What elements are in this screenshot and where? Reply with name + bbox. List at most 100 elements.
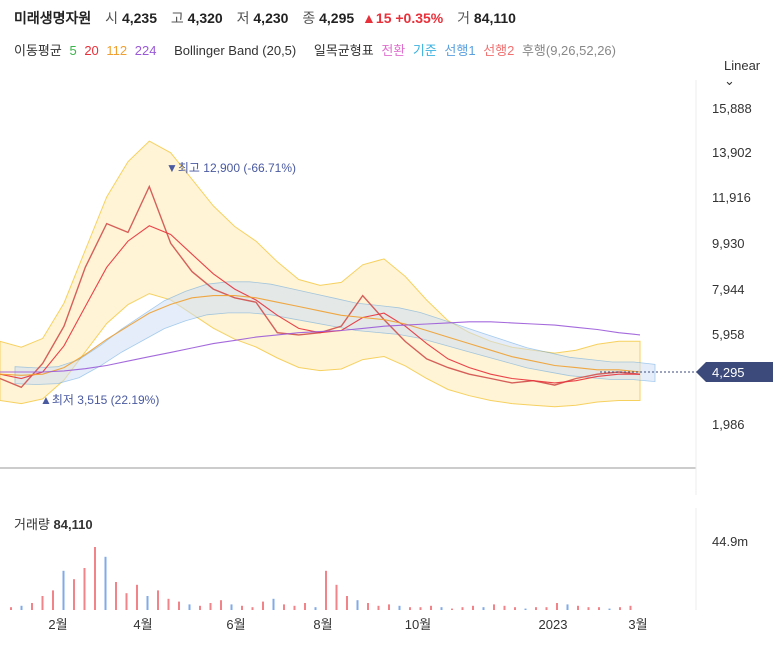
close-value: 4,295 — [319, 10, 355, 26]
price-tick-label: 11,916 — [712, 190, 751, 205]
volume-bar — [346, 596, 348, 610]
volume-bar — [440, 607, 443, 610]
volume-bar — [209, 603, 212, 610]
volume-bar — [419, 607, 422, 610]
volume-bar — [31, 603, 33, 610]
ichimoku-cloud — [14, 281, 656, 385]
price-tick-label: 1,986 — [712, 417, 745, 432]
volume-bar — [73, 579, 75, 610]
min-annotation: ▲최저 3,515 (22.19%) — [40, 393, 159, 407]
volume-bar — [556, 603, 558, 610]
ma112-label[interactable]: 112 — [106, 43, 128, 58]
volume-bar — [409, 607, 411, 610]
low-value: 4,230 — [253, 10, 289, 26]
volume-bar — [167, 598, 170, 610]
ma224-label[interactable]: 224 — [134, 43, 157, 58]
indicator-legend: 이동평균 5 20 112 224 Bollinger Band (20,5) … — [14, 40, 620, 59]
volume-bar — [566, 604, 569, 610]
close-label: 종 — [302, 10, 316, 26]
volume-bar — [461, 607, 464, 610]
ma20-label[interactable]: 20 — [84, 43, 99, 58]
volume-bar — [251, 607, 254, 610]
tenkan-label: 전환 — [381, 43, 406, 58]
volume-bar — [577, 605, 579, 610]
volume-bar — [451, 608, 453, 610]
volume-bar — [188, 604, 191, 610]
volume-bar — [430, 605, 432, 610]
volume-value: 84,110 — [473, 10, 516, 26]
volume-bar — [262, 601, 264, 610]
chikou-label: 후행(9,26,52,26) — [521, 43, 616, 58]
volume-bar — [304, 603, 306, 610]
time-tick-label: 2023 — [539, 617, 568, 632]
volume-bar — [356, 600, 359, 610]
stock-header: 미래생명자원 시 4,235 고 4,320 저 4,230 종 4,295 ▲… — [14, 8, 516, 28]
volume-axis: 44.9m — [712, 534, 748, 549]
high-label: 고 — [170, 10, 184, 26]
ma5-label[interactable]: 5 — [69, 43, 77, 58]
time-tick-label: 10월 — [405, 617, 431, 632]
volume-bar — [157, 590, 159, 610]
time-tick-label: 4월 — [133, 617, 152, 632]
volume-bar — [598, 607, 600, 610]
price-tick-label: 9,930 — [712, 236, 745, 251]
volume-bar — [83, 568, 86, 610]
span1-label: 선행1 — [444, 43, 476, 58]
volume-bar — [241, 605, 243, 610]
volume-bar — [272, 598, 275, 610]
volume-bar — [115, 582, 117, 610]
volume-title-label: 거래량 — [14, 517, 50, 532]
scale-selector[interactable]: Linear ⌄ — [724, 58, 761, 88]
volume-bar — [125, 593, 128, 610]
volume-label: 거 — [457, 10, 471, 26]
volume-bar — [178, 601, 180, 610]
volume-bar — [220, 600, 222, 610]
series-line-112 — [0, 295, 641, 376]
open-label: 시 — [105, 10, 119, 26]
volume-bar — [619, 607, 621, 610]
time-tick-label: 2월 — [48, 617, 67, 632]
stock-name: 미래생명자원 — [14, 10, 92, 26]
change-value: ▲15 +0.35% — [362, 10, 444, 26]
volume-bar — [230, 604, 233, 610]
high-value: 4,320 — [187, 10, 223, 26]
price-annotations: ▼최고 12,900 (-66.71%) ▲최저 3,515 (22.19%) 4,… — [40, 161, 773, 407]
time-tick-label: 6월 — [226, 617, 245, 632]
bollinger-label[interactable]: Bollinger Band (20,5) — [174, 43, 297, 58]
max-annotation: ▼최고 12,900 (-66.71%) — [166, 161, 296, 175]
kijun-label: 기준 — [412, 43, 437, 58]
current-price-label: 4,295 — [712, 365, 745, 380]
volume-bars — [10, 547, 632, 610]
volume-bar — [482, 607, 485, 610]
time-axis: 2월 4월 6월 8월 10월 2023 3월 — [48, 617, 647, 632]
ichimoku-cloud-area — [14, 281, 656, 385]
price-tick-label: 7,944 — [712, 282, 745, 297]
volume-bar — [136, 584, 138, 610]
volume-bar — [52, 590, 54, 610]
volume-bar — [10, 607, 12, 610]
volume-bar — [545, 607, 548, 610]
volume-bar — [629, 605, 632, 610]
price-lines — [0, 184, 641, 389]
volume-bar — [94, 547, 96, 610]
volume-bar — [41, 596, 44, 610]
volume-bar — [325, 570, 327, 610]
volume-bar — [314, 607, 317, 610]
volume-bar — [62, 570, 65, 610]
volume-bar — [608, 608, 611, 610]
volume-bar — [367, 603, 369, 610]
ma-label[interactable]: 이동평균 — [14, 43, 62, 58]
volume-bar — [493, 604, 495, 610]
volume-bar — [524, 608, 527, 610]
time-tick-label: 8월 — [313, 617, 332, 632]
price-axis: 15,888 13,902 11,916 9,930 7,944 5,958 1,986 — [712, 101, 752, 432]
volume-bar — [335, 584, 338, 610]
ichimoku-label[interactable]: 일목균형표 — [313, 43, 374, 58]
volume-bar — [293, 605, 296, 610]
series-line-20 — [0, 225, 640, 384]
open-value: 4,235 — [121, 10, 157, 26]
volume-title-value: 84,110 — [53, 517, 93, 532]
current-price-tag — [696, 362, 773, 382]
volume-tick-label: 44.9m — [712, 534, 748, 549]
